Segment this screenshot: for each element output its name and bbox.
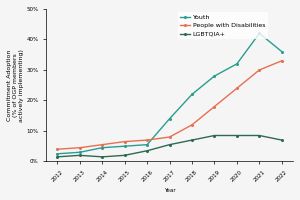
Youth <box>78 151 82 153</box>
LGBTQIA+ <box>56 156 59 158</box>
People with Disabilities <box>56 148 59 150</box>
LGBTQIA+ <box>235 134 239 137</box>
Youth <box>168 118 171 120</box>
Line: Youth: Youth <box>56 33 283 155</box>
X-axis label: Year: Year <box>164 188 176 193</box>
Youth <box>56 153 59 155</box>
LGBTQIA+ <box>123 154 127 157</box>
Youth <box>190 93 194 96</box>
LGBTQIA+ <box>78 154 82 157</box>
LGBTQIA+ <box>190 139 194 141</box>
People with Disabilities <box>213 105 216 108</box>
Youth <box>235 63 239 65</box>
Line: LGBTQIA+: LGBTQIA+ <box>56 135 283 158</box>
People with Disabilities <box>123 140 127 143</box>
Youth <box>123 145 127 147</box>
Y-axis label: Commitment Adoption
(% of OGP members
actively implementing): Commitment Adoption (% of OGP members ac… <box>7 49 23 122</box>
Youth <box>100 147 104 149</box>
LGBTQIA+ <box>100 156 104 158</box>
Youth <box>145 143 149 146</box>
LGBTQIA+ <box>213 134 216 137</box>
LGBTQIA+ <box>145 150 149 152</box>
People with Disabilities <box>145 139 149 141</box>
People with Disabilities <box>78 147 82 149</box>
Youth <box>280 50 284 53</box>
People with Disabilities <box>190 124 194 126</box>
LGBTQIA+ <box>168 143 171 146</box>
People with Disabilities <box>100 143 104 146</box>
People with Disabilities <box>280 60 284 62</box>
Youth <box>213 75 216 77</box>
LGBTQIA+ <box>258 134 261 137</box>
Line: People with Disabilities: People with Disabilities <box>56 60 283 150</box>
LGBTQIA+ <box>280 139 284 141</box>
People with Disabilities <box>235 87 239 89</box>
Youth <box>258 32 261 35</box>
People with Disabilities <box>168 136 171 138</box>
Legend: Youth, People with Disabilities, LGBTQIA+: Youth, People with Disabilities, LGBTQIA… <box>178 12 268 39</box>
People with Disabilities <box>258 69 261 71</box>
